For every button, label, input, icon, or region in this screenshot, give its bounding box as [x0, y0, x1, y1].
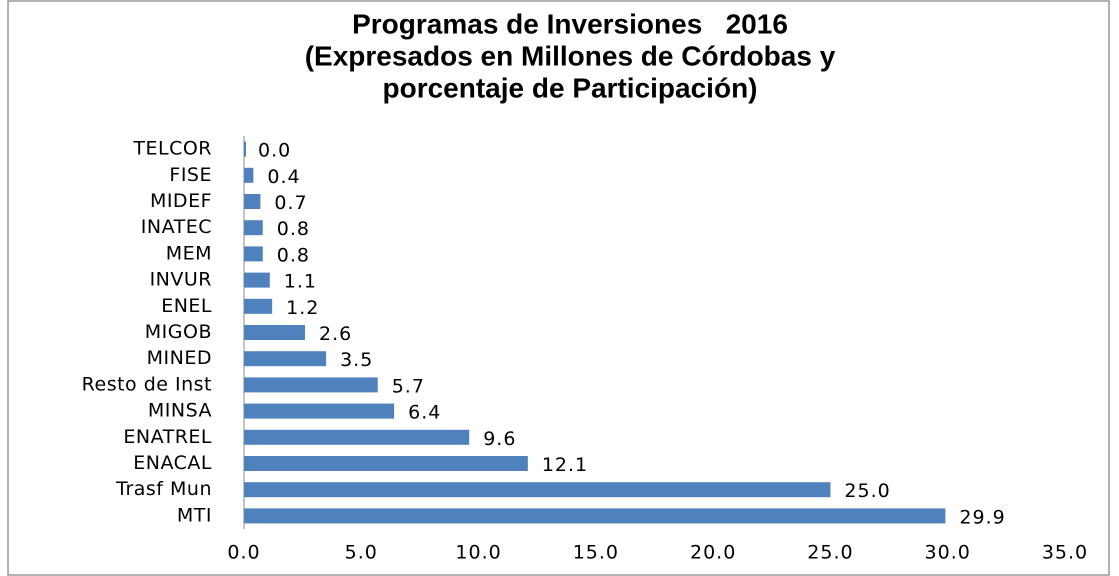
bar — [244, 246, 263, 262]
value-label: 0.7 — [274, 192, 307, 214]
bar — [244, 141, 246, 157]
y-tick-label: Resto de Inst — [82, 373, 212, 395]
y-tick-label: INATEC — [141, 216, 212, 238]
x-tick-label: 30.0 — [925, 542, 971, 564]
y-tick-label: MEM — [166, 242, 212, 264]
value-label: 29.9 — [959, 506, 1005, 528]
chart-border — [7, 0, 1110, 576]
value-label: 6.4 — [408, 402, 441, 424]
y-tick-label: MINSA — [148, 400, 212, 422]
bar — [244, 272, 270, 288]
y-tick-label: MIDEF — [150, 190, 212, 212]
y-tick-label: FISE — [169, 164, 212, 186]
y-tick-label: Trasf Mun — [115, 478, 212, 500]
value-label: 2.6 — [319, 323, 352, 345]
chart-title: (Expresados en Millones de Córdobas y — [305, 40, 836, 71]
y-tick-label: MTI — [177, 504, 212, 526]
value-label: 0.8 — [277, 244, 310, 266]
chart-title: Programas de Inversiones 2016 — [352, 8, 788, 39]
x-tick-label: 15.0 — [573, 542, 619, 564]
x-tick-label: 10.0 — [455, 542, 501, 564]
value-label: 1.2 — [286, 297, 319, 319]
value-label: 0.8 — [277, 218, 310, 240]
bar — [244, 167, 254, 183]
value-label: 0.0 — [258, 140, 291, 162]
value-label: 5.7 — [392, 375, 425, 397]
bar — [244, 403, 395, 419]
value-label: 9.6 — [483, 428, 516, 450]
x-tick-label: 5.0 — [345, 542, 378, 564]
bar — [244, 298, 273, 314]
bar — [244, 456, 528, 471]
y-tick-label: ENATREL — [123, 426, 212, 448]
y-tick-label: ENACAL — [133, 452, 212, 474]
value-label: 3.5 — [340, 349, 373, 371]
bar — [244, 377, 378, 393]
bar — [244, 429, 470, 445]
y-tick-label: MIGOB — [145, 321, 212, 343]
x-tick-label: 20.0 — [690, 542, 736, 564]
bar — [244, 508, 946, 524]
y-tick-label: MINED — [147, 347, 212, 369]
y-tick-label: TELCOR — [132, 138, 212, 160]
value-label: 0.4 — [267, 166, 300, 188]
bar — [244, 194, 261, 209]
chart-title: porcentaje de Participación) — [383, 72, 758, 103]
value-label: 25.0 — [844, 480, 890, 502]
y-tick-label: ENEL — [161, 295, 212, 317]
x-tick-label: 35.0 — [1042, 542, 1088, 564]
x-tick-label: 0.0 — [227, 542, 260, 564]
bar — [244, 325, 305, 340]
bar — [244, 351, 327, 367]
x-tick-label: 25.0 — [807, 542, 853, 564]
y-tick-label: INVUR — [150, 269, 212, 291]
value-label: 1.1 — [284, 271, 317, 293]
bar — [244, 482, 831, 498]
value-label: 12.1 — [542, 454, 588, 476]
bar — [244, 220, 263, 236]
